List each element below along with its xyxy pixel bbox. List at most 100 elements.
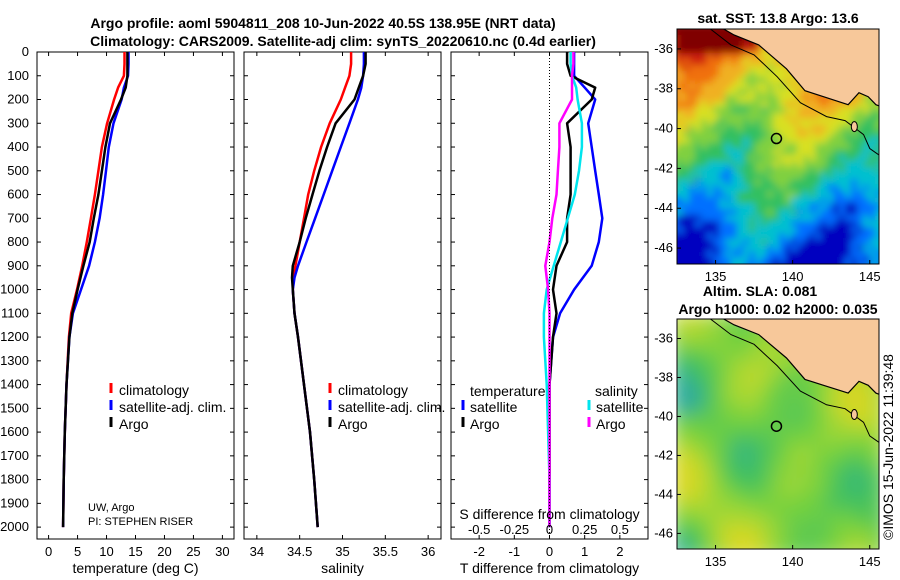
map-cell [851, 215, 858, 222]
map-cell [797, 505, 804, 512]
map-cell [719, 439, 726, 446]
map-cell [779, 251, 786, 258]
map-cell [743, 541, 750, 548]
map-cell [773, 439, 780, 446]
map-cell [737, 505, 744, 512]
map-cell [881, 113, 888, 120]
map-cell [737, 535, 744, 542]
map-cell [755, 59, 762, 66]
map-cell [761, 493, 768, 500]
map-cell [791, 523, 798, 530]
map-cell [743, 215, 750, 222]
map-cell [785, 257, 792, 264]
map-cell [695, 373, 702, 380]
map-cell [773, 83, 780, 90]
map-cell [779, 409, 786, 416]
map-cell [719, 379, 726, 386]
map-cell [683, 77, 690, 84]
map-cell [677, 239, 684, 246]
map-cell [869, 505, 876, 512]
map-cell [749, 457, 756, 464]
map-cell [683, 505, 690, 512]
map-cell [761, 83, 768, 90]
map-cell [695, 83, 702, 90]
map-cell [713, 197, 720, 204]
map-cell [755, 367, 762, 374]
map-cell [731, 469, 738, 476]
map-color-field [677, 319, 888, 560]
map-cell [785, 131, 792, 138]
map-cell [713, 349, 720, 356]
map-cell [749, 77, 756, 84]
map-cell [725, 125, 732, 132]
map-cell [863, 131, 870, 138]
map-cell [785, 155, 792, 162]
map-cell [701, 185, 708, 192]
map-cell [713, 77, 720, 84]
map-cell [779, 481, 786, 488]
map-cell [827, 251, 834, 258]
map-cell [821, 547, 828, 549]
map-cell [755, 427, 762, 434]
map-cell [839, 475, 846, 482]
map-cell [725, 373, 732, 380]
map-cell [845, 535, 852, 542]
map-cell [809, 553, 816, 560]
map-cell [839, 505, 846, 512]
map-cell [743, 227, 750, 234]
map-cell [785, 487, 792, 494]
map-cell [815, 415, 822, 422]
map-cell [719, 349, 726, 356]
map-cell [833, 245, 840, 252]
map-cell [767, 125, 774, 132]
map-cell [869, 101, 876, 108]
map-cell [725, 185, 732, 192]
map-cell [719, 101, 726, 108]
map-cell [779, 95, 786, 102]
map-cell [749, 337, 756, 344]
map-cell [749, 53, 756, 60]
map-cell [833, 397, 840, 404]
map-cell [791, 541, 798, 548]
depth-tick-label: 1100 [1, 305, 29, 320]
map-cell [713, 227, 720, 234]
figure-title-line1: Argo profile: aoml 5904811_208 10-Jun-20… [90, 15, 555, 31]
depth-tick-label: 1800 [0, 472, 29, 487]
map-cell [767, 481, 774, 488]
map-cell [719, 161, 726, 168]
map-cell [677, 361, 684, 368]
map-cell [803, 227, 810, 234]
map-cell [689, 493, 696, 500]
map-cell [791, 379, 798, 386]
map-cell [875, 397, 879, 404]
map-cell [701, 481, 708, 488]
map-cell [683, 179, 690, 186]
map-cell [827, 209, 834, 216]
map-cell [761, 203, 768, 210]
map-cell [749, 83, 756, 90]
map-cell [881, 541, 888, 548]
map-cell [725, 499, 732, 506]
map-cell [695, 481, 702, 488]
map-cell [875, 221, 879, 228]
map-cell [689, 65, 696, 72]
map-cell [701, 227, 708, 234]
map-cell [689, 257, 696, 264]
map-cell [773, 215, 780, 222]
map-cell [689, 547, 696, 549]
map-cell [719, 505, 726, 512]
map-cell [755, 239, 762, 246]
map-cell [791, 535, 798, 542]
map-cell [803, 511, 810, 518]
map-cell [803, 185, 810, 192]
map-cell [821, 397, 828, 404]
map-cell [713, 161, 720, 168]
map-cell [731, 475, 738, 482]
map-cell [755, 95, 762, 102]
map-cell [791, 505, 798, 512]
map-cell [749, 397, 756, 404]
map-cell [851, 541, 858, 548]
map-cell [701, 239, 708, 246]
map-cell [845, 269, 852, 276]
map-cell [683, 331, 690, 338]
